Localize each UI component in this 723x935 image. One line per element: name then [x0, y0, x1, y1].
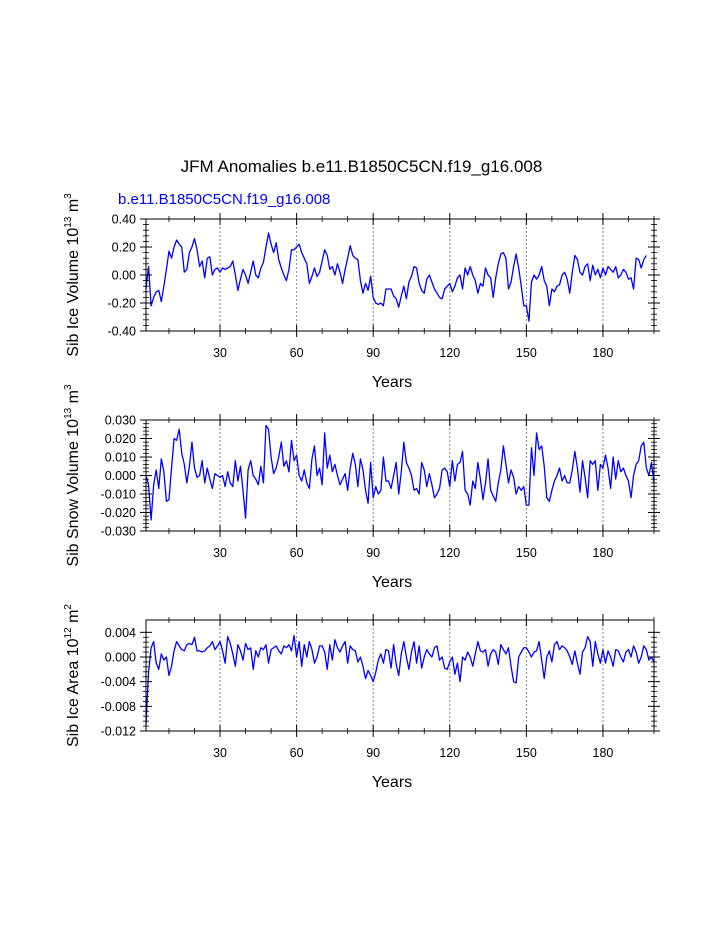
- x-tick-label: 30: [213, 546, 227, 560]
- x-axis-label: Years: [372, 774, 412, 791]
- y-axis-label: Sib Ice Volume 1013 m3: [63, 193, 82, 357]
- plot-frame: [145, 218, 655, 332]
- y-tick-label: 0.010: [105, 451, 136, 465]
- series-subtitle: b.e11.B1850C5CN.f19_g16.008: [118, 191, 330, 208]
- y-tick-label: -0.004: [101, 675, 136, 689]
- chart-panel-1: -0.40 -0.20 0.00 0.20 0.40 30 60 90 120 150 180 Yea…: [63, 193, 660, 391]
- y-label-unit: m: [65, 610, 82, 628]
- y-label-exponent: 12: [63, 627, 74, 639]
- plot-frame: [145, 619, 655, 732]
- x-tick-label: 90: [366, 346, 380, 360]
- y-label-unit-exponent: 3: [63, 384, 74, 390]
- chart-panel-2: -0.030 -0.020 -0.010 0.000 0.010 0.020 0.030 30…: [63, 384, 660, 591]
- y-label-exponent: 13: [63, 407, 74, 419]
- x-tick-label: 120: [439, 346, 460, 360]
- y-tick-label: -0.020: [101, 506, 136, 520]
- chart-panel-3: -0.012 -0.008 -0.004 0.000 0.004 30 60 90 120 150…: [63, 604, 660, 791]
- panels-group: -0.40 -0.20 0.00 0.20 0.40 30 60 90 120 150 180 Yea…: [63, 193, 660, 791]
- x-tick-label: 90: [366, 546, 380, 560]
- x-tick-label: 30: [213, 746, 227, 760]
- x-tick-label: 60: [290, 346, 304, 360]
- y-axis-label: Sib Ice Area 1012 m2: [63, 604, 82, 747]
- x-tick-label: 150: [516, 546, 537, 560]
- y-tick-label: 0.030: [105, 414, 136, 428]
- series-line: [145, 634, 655, 725]
- x-tick-label: 120: [439, 546, 460, 560]
- series-line: [145, 232, 647, 322]
- y-label-exponent: 13: [63, 216, 74, 228]
- x-tick-label: 90: [366, 746, 380, 760]
- y-tick-label: -0.008: [101, 700, 136, 714]
- y-label-main: Sib Ice Volume 10: [65, 228, 82, 357]
- x-axis-label: Years: [372, 574, 412, 591]
- y-tick-label: -0.40: [108, 325, 137, 339]
- y-tick-label: -0.030: [101, 525, 136, 539]
- x-tick-label: 180: [593, 546, 614, 560]
- y-tick-label: 0.000: [105, 469, 136, 483]
- x-tick-label: 150: [516, 746, 537, 760]
- x-tick-label: 60: [290, 546, 304, 560]
- y-tick-label: 0.020: [105, 432, 136, 446]
- y-label-unit: m: [65, 199, 82, 217]
- y-tick-label: -0.012: [101, 725, 136, 739]
- y-tick-label: 0.00: [112, 269, 136, 283]
- x-tick-label: 180: [593, 746, 614, 760]
- y-label-unit-exponent: 3: [63, 193, 74, 199]
- y-tick-label: -0.20: [108, 297, 137, 311]
- y-label-unit-exponent: 2: [63, 604, 74, 610]
- x-axis-label: Years: [372, 374, 412, 391]
- y-label-main: Sib Snow Volume 10: [65, 419, 82, 567]
- x-tick-label: 150: [516, 346, 537, 360]
- x-tick-label: 120: [439, 746, 460, 760]
- series-line: [145, 424, 655, 521]
- y-label-unit: m: [65, 390, 82, 408]
- x-tick-label: 60: [290, 746, 304, 760]
- y-tick-label: 0.20: [112, 241, 136, 255]
- y-tick-label: 0.40: [112, 213, 136, 227]
- y-tick-label: 0.004: [105, 626, 136, 640]
- x-tick-label: 180: [593, 346, 614, 360]
- y-label-main: Sib Ice Area 10: [65, 638, 82, 747]
- figure-title: JFM Anomalies b.e11.B1850C5CN.f19_g16.00…: [181, 157, 543, 176]
- y-axis-label: Sib Snow Volume 1013 m3: [63, 384, 82, 567]
- x-tick-label: 30: [213, 346, 227, 360]
- y-tick-label: -0.010: [101, 488, 136, 502]
- y-tick-label: 0.000: [105, 651, 136, 665]
